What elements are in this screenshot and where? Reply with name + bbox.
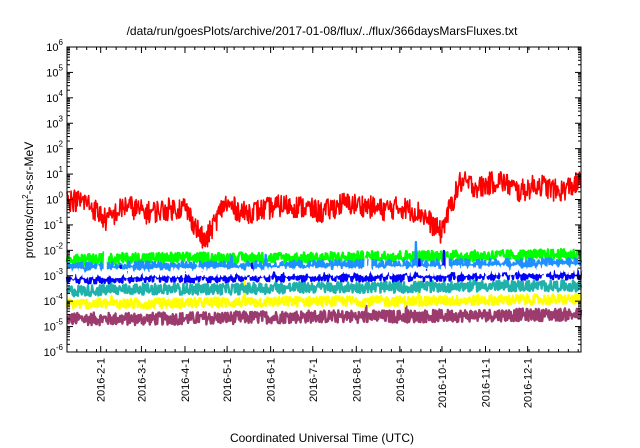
y-tick-label: 103	[46, 114, 63, 130]
x-tick-label: 2016-4-1	[180, 358, 192, 402]
y-axis-label-units: -s-sr-MeV	[22, 142, 36, 195]
y-tick-base: 10	[44, 271, 56, 283]
x-tick-label: 2016-5-1	[222, 358, 234, 402]
y-tick-base: 10	[46, 42, 58, 54]
y-tick-label: 101	[46, 165, 63, 181]
series-line-5	[65, 265, 583, 298]
y-tick-exponent: -3	[56, 267, 64, 276]
y-tick-base: 10	[46, 144, 58, 156]
y-tick-label: 10-4	[44, 292, 64, 308]
series-line-3	[65, 250, 583, 280]
chart-title: /data/run/goesPlots/archive/2017-01-08/f…	[127, 24, 519, 38]
y-tick-base: 10	[46, 118, 58, 130]
series-line-0	[66, 171, 582, 249]
series-layer	[65, 171, 583, 327]
x-axis: 2016-2-1 2016-3-1 2016-4-1 2016-5-1 2016-6-1…	[66, 47, 579, 408]
y-tick-exponent: 3	[59, 114, 64, 123]
y-tick-base: 10	[46, 93, 58, 105]
y-axis-label-main: protons/cm	[22, 199, 36, 258]
y-tick-exponent: 4	[59, 89, 64, 98]
y-tick-label: 104	[46, 89, 63, 105]
y-tick-base: 10	[46, 67, 58, 79]
y-tick-base: 10	[44, 245, 56, 257]
y-tick-label: 105	[46, 63, 63, 79]
y-tick-label: 10-2	[44, 241, 64, 257]
x-tick-label: 2016-8-1	[351, 358, 363, 402]
y-tick-exponent: -2	[56, 241, 64, 250]
series-line-7	[66, 301, 583, 327]
y-tick-exponent: 5	[59, 63, 64, 72]
x-tick-label: 2016-9-1	[395, 358, 407, 402]
y-tick-label: 10-3	[44, 267, 64, 283]
y-tick-base: 10	[44, 296, 56, 308]
x-tick-label: 2016-6-1	[266, 358, 278, 402]
y-tick-exponent: -4	[56, 292, 64, 301]
y-tick-label: 10-6	[44, 343, 64, 359]
y-tick-exponent: 1	[59, 165, 64, 174]
y-tick-label: 102	[46, 140, 63, 156]
y-tick-label: 10-5	[44, 318, 64, 334]
x-tick-label: 2016-11-1	[481, 358, 493, 407]
y-tick-label: 106	[46, 38, 63, 54]
y-axis-label: protons/cm2-s-sr-MeV	[21, 142, 36, 258]
y-tick-exponent: 6	[59, 38, 64, 47]
y-axis-label-exp: 2	[21, 194, 30, 199]
x-tick-label: 2016-10-1	[437, 358, 449, 408]
y-tick-base: 10	[44, 347, 56, 359]
y-tick-base: 10	[44, 322, 56, 334]
y-tick-base: 10	[46, 169, 58, 181]
y-tick-exponent: -1	[56, 216, 64, 225]
y-tick-base: 10	[44, 220, 56, 232]
x-tick-label: 2016-2-1	[96, 358, 108, 402]
y-axis: 10-610-510-410-310-210-11001011021031041…	[44, 38, 581, 359]
y-tick-label: 10-1	[44, 216, 64, 232]
y-tick-exponent: -5	[56, 318, 64, 327]
y-tick-exponent: -6	[56, 343, 64, 352]
y-tick-label: 100	[46, 191, 63, 207]
y-tick-exponent: 0	[59, 191, 64, 200]
x-axis-label: Coordinated Universal Time (UTC)	[230, 431, 414, 445]
series-line-1	[65, 248, 582, 267]
x-tick-label: 2016-7-1	[308, 358, 320, 402]
x-tick-label: 2016-3-1	[136, 358, 148, 402]
series-line-2	[66, 240, 583, 275]
x-tick-label: 2016-12-1	[523, 358, 535, 408]
series-line-6	[65, 279, 583, 310]
y-tick-base: 10	[46, 195, 58, 207]
y-tick-exponent: 2	[59, 140, 64, 149]
